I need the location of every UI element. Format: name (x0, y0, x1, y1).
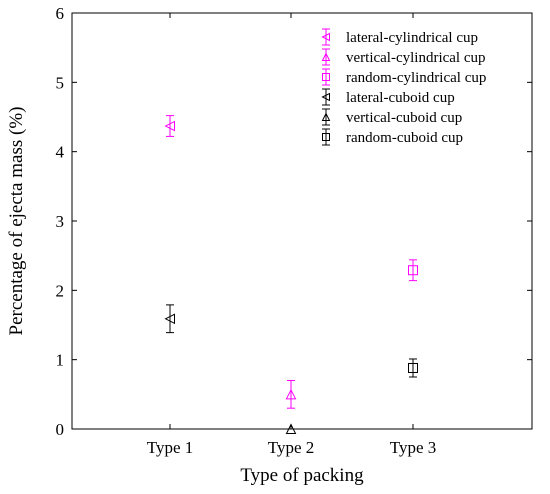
y-tick-label: 2 (56, 281, 65, 300)
legend-marker (321, 32, 330, 42)
legend-label: vertical-cylindrical cup (346, 50, 486, 66)
data-point (408, 358, 418, 378)
y-tick-label: 4 (56, 143, 65, 162)
data-point (285, 379, 297, 409)
legend-label: lateral-cuboid cup (346, 90, 455, 106)
point-marker (164, 120, 175, 132)
legend-label: random-cuboid cup (346, 130, 463, 146)
point-marker (408, 265, 418, 276)
y-tick-label: 3 (56, 212, 65, 231)
data-marks (164, 115, 418, 434)
legend-label: lateral-cylindrical cup (346, 30, 478, 46)
legend-marker (321, 112, 331, 121)
legend: lateral-cylindrical cup vertical-cylindri… (321, 28, 486, 146)
legend-marker (322, 133, 330, 141)
y-axis-label: Percentage of ejecta mass (%) (6, 107, 27, 336)
legend-entry: random-cuboid cup (322, 128, 463, 146)
point-marker (285, 388, 297, 400)
y-tick-label: 5 (56, 73, 65, 92)
y-tick-label: 0 (56, 420, 65, 439)
y-tick-label: 6 (56, 4, 65, 23)
legend-entry: random-cylindrical cup (322, 68, 486, 86)
x-axis-label: Type of packing (240, 465, 364, 486)
legend-marker (322, 73, 330, 81)
y-axis: 0 1 2 3 4 5 6 (56, 4, 532, 439)
x-tick-label: Type 1 (147, 438, 194, 457)
x-tick-label: Type 2 (268, 438, 315, 457)
point-marker (164, 313, 175, 325)
legend-entry: vertical-cuboid cup (321, 108, 462, 126)
plot-area (71, 12, 533, 430)
data-point (164, 115, 175, 137)
y-tick-label: 1 (56, 351, 65, 370)
legend-label: random-cylindrical cup (346, 70, 486, 86)
legend-entry: lateral-cylindrical cup (321, 28, 478, 46)
x-tick-label: Type 3 (390, 438, 437, 457)
legend-label: vertical-cuboid cup (346, 110, 462, 126)
legend-entry: vertical-cylindrical cup (321, 48, 486, 66)
legend-entry: lateral-cuboid cup (321, 88, 455, 106)
legend-marker (321, 52, 331, 61)
data-point (164, 304, 175, 334)
x-axis: Type 1 Type 2 Type 3 (147, 13, 437, 457)
point-marker (285, 423, 297, 434)
legend-marker (321, 92, 330, 102)
point-marker (408, 362, 418, 373)
data-point (285, 423, 297, 434)
data-point (408, 259, 418, 282)
